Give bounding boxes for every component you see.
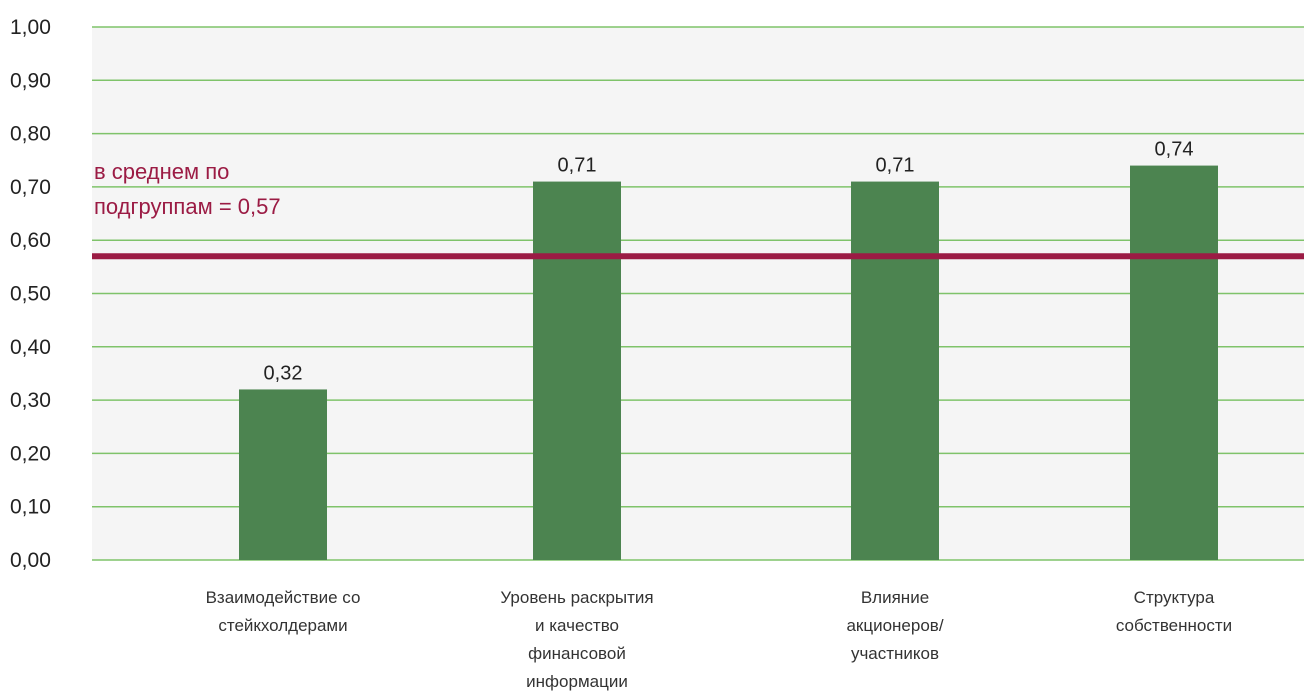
category-label: акционеров/ xyxy=(846,616,943,635)
category-label: собственности xyxy=(1116,616,1232,635)
y-tick-label: 0,70 xyxy=(10,176,51,199)
category-label: информации xyxy=(526,672,628,691)
bar xyxy=(533,181,621,560)
bar xyxy=(1130,165,1218,560)
y-axis-ticks: 0,00 0,10 0,20 0,30 0,40 0,50 0,60 0,70 0,80 0,90… xyxy=(10,16,51,572)
category-label: участников xyxy=(851,644,939,663)
y-tick-label: 0,00 xyxy=(10,549,51,572)
average-label: подгруппам = 0,57 xyxy=(94,194,281,219)
bar xyxy=(851,181,939,560)
y-tick-label: 0,60 xyxy=(10,229,51,252)
reference-line-group: в среднем по подгруппам = 0,57 xyxy=(92,159,1304,260)
y-tick-label: 0,50 xyxy=(10,283,51,306)
y-tick-label: 0,10 xyxy=(10,496,51,519)
data-label: 0,71 xyxy=(558,155,597,177)
category-label: стейкхолдерами xyxy=(218,616,347,635)
y-tick-label: 0,30 xyxy=(10,389,51,412)
category-label: финансовой xyxy=(528,644,626,663)
category-labels: Взаимодействие со стейкхолдерами Уровень р… xyxy=(206,588,1233,691)
average-label: в среднем по xyxy=(94,159,229,184)
y-tick-label: 1,00 xyxy=(10,16,51,39)
data-labels: 0,32 0,71 0,71 0,74 xyxy=(264,139,1194,385)
category-label: Взаимодействие со xyxy=(206,588,361,607)
bar xyxy=(239,389,327,560)
category-label: Структура xyxy=(1134,588,1215,607)
data-label: 0,71 xyxy=(876,155,915,177)
category-label: и качество xyxy=(535,616,619,635)
data-label: 0,32 xyxy=(264,362,303,384)
category-label: Влияние xyxy=(861,588,929,607)
y-tick-label: 0,20 xyxy=(10,442,51,465)
category-label: Уровень раскрытия xyxy=(500,588,653,607)
y-tick-label: 0,80 xyxy=(10,123,51,146)
bars xyxy=(239,165,1218,560)
data-label: 0,74 xyxy=(1155,139,1194,161)
y-tick-label: 0,40 xyxy=(10,336,51,359)
y-tick-label: 0,90 xyxy=(10,69,51,92)
